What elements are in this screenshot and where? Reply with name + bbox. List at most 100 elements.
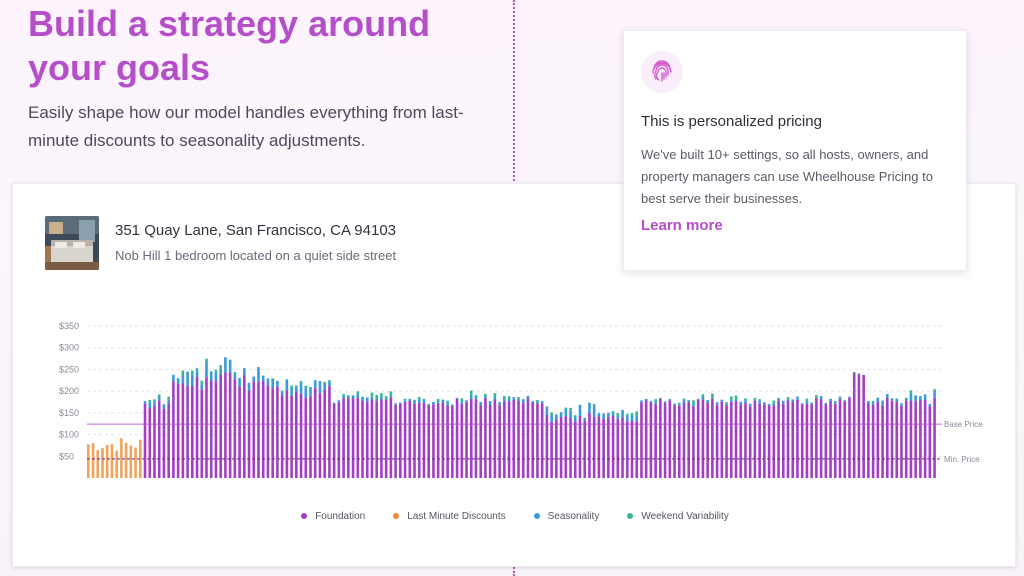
legend-item-last-minute: Last Minute Discounts	[393, 506, 506, 526]
bar-foundation	[186, 385, 189, 478]
bar-foundation	[176, 383, 180, 478]
bar-foundation	[351, 398, 355, 478]
bar-last-minute	[129, 445, 133, 478]
bar-foundation	[195, 376, 199, 478]
legend-dot	[533, 513, 540, 519]
bar-foundation	[729, 401, 733, 478]
info-card-body: We've built 10+ settings, so all hosts, …	[641, 147, 933, 206]
bar-seasonality	[243, 368, 246, 376]
bar-foundation	[876, 401, 880, 478]
bar-seasonality	[295, 387, 298, 392]
info-card-title: This is personalized pricing	[641, 113, 822, 130]
bar-weekend	[753, 397, 757, 400]
bar-foundation	[157, 400, 161, 478]
bar-seasonality	[649, 400, 653, 403]
bar-seasonality	[191, 375, 194, 387]
bar-seasonality	[536, 401, 539, 404]
bar-foundation	[933, 397, 936, 478]
bar-seasonality	[753, 399, 757, 401]
y-tick-label: $250	[59, 364, 79, 374]
bar-weekend	[805, 398, 809, 402]
bar-foundation	[441, 402, 445, 478]
bar-foundation	[914, 401, 917, 478]
bar-foundation	[143, 403, 147, 478]
bar-seasonality	[195, 371, 199, 377]
bar-seasonality	[205, 361, 208, 378]
bar-weekend	[219, 365, 222, 370]
bar-foundation	[654, 404, 657, 478]
y-tick-label: $150	[59, 408, 79, 418]
bar-seasonality	[748, 403, 752, 407]
bar-weekend	[616, 413, 620, 416]
bar-seasonality	[744, 400, 747, 403]
bar-foundation	[422, 402, 426, 478]
bar-seasonality	[176, 378, 180, 384]
bar-foundation	[536, 403, 539, 478]
bar-weekend	[654, 399, 657, 402]
bar-foundation	[777, 400, 780, 478]
bar-seasonality	[162, 404, 166, 409]
learn-more-link[interactable]: Learn more	[641, 217, 723, 234]
bar-foundation	[399, 403, 402, 478]
bar-foundation	[758, 403, 761, 478]
bar-foundation	[805, 403, 809, 478]
bar-seasonality	[607, 412, 610, 417]
bar-foundation	[328, 386, 331, 478]
bar-foundation	[427, 405, 431, 478]
bar-foundation	[295, 391, 298, 478]
bar-foundation	[271, 388, 274, 478]
bar-seasonality	[711, 397, 714, 399]
bar-foundation	[285, 390, 289, 478]
legend-label: Seasonality	[547, 510, 600, 522]
y-tick-label: $300	[59, 343, 79, 353]
bar-seasonality	[228, 359, 232, 373]
bar-weekend	[852, 371, 856, 374]
bar-foundation	[252, 381, 256, 478]
bar-seasonality	[469, 394, 473, 399]
bar-seasonality	[465, 400, 468, 403]
bar-seasonality	[715, 402, 719, 405]
bar-seasonality	[829, 398, 832, 402]
bar-foundation	[531, 402, 535, 478]
bar-seasonality	[592, 406, 596, 417]
bar-foundation	[436, 403, 440, 478]
bar-weekend	[625, 413, 629, 416]
bar-foundation	[384, 400, 388, 478]
bar-seasonality	[843, 400, 847, 402]
bar-seasonality	[871, 402, 875, 405]
bar-foundation	[394, 404, 397, 478]
bar-weekend	[909, 390, 913, 394]
bar-seasonality	[687, 400, 691, 403]
bar-seasonality	[531, 401, 535, 403]
bar-weekend	[389, 391, 393, 395]
bar-last-minute	[139, 439, 142, 478]
bar-weekend	[517, 397, 520, 399]
bar-weekend	[356, 391, 360, 395]
bar-foundation	[649, 402, 653, 478]
bar-foundation	[578, 416, 582, 478]
bar-weekend	[195, 368, 199, 372]
y-tick-label: $350	[59, 321, 79, 331]
bar-seasonality	[493, 396, 497, 400]
bar-seasonality	[564, 409, 568, 417]
bar-foundation	[446, 405, 449, 478]
bar-foundation	[342, 398, 345, 478]
bar-weekend	[729, 396, 733, 401]
bar-weekend	[295, 385, 298, 388]
bar-weekend	[786, 397, 790, 400]
bar-foundation	[696, 399, 700, 478]
bar-foundation	[148, 408, 152, 478]
bar-foundation	[668, 400, 672, 478]
bar-weekend	[460, 398, 464, 402]
bar-foundation	[928, 406, 932, 478]
bar-seasonality	[904, 397, 908, 401]
bar-seasonality	[503, 398, 506, 402]
bar-seasonality	[625, 415, 629, 422]
bar-foundation	[512, 399, 516, 478]
bar-weekend	[871, 400, 875, 403]
bar-foundation	[238, 386, 241, 478]
pricing-bar-chart: $50 $100 $150 $200 $250 $300 $350 Base Price Min…	[59, 321, 983, 478]
bar-weekend	[375, 394, 378, 399]
bar-seasonality	[928, 403, 932, 407]
bar-seasonality	[512, 397, 516, 400]
